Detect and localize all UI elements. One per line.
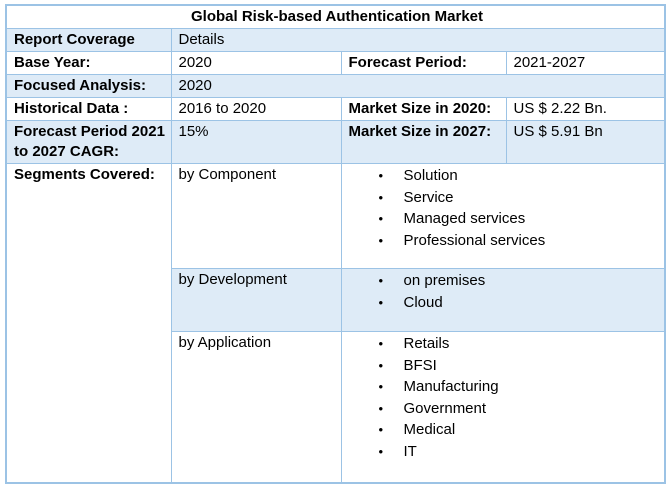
bullet-icon: • <box>378 189 384 205</box>
report-coverage-value: Details <box>170 28 666 52</box>
base-year-label: Base Year: <box>5 51 172 75</box>
segments-component-row: Segments Covered: by Component • Solution… <box>5 163 666 483</box>
report-coverage-table: Global Risk-based Authentication Market … <box>5 4 666 484</box>
bullet-icon: • <box>378 422 384 437</box>
list-item: • BFSI <box>379 355 661 377</box>
forecast-period-label: Forecast Period: <box>340 51 507 75</box>
bullet-icon: • <box>378 336 384 351</box>
report-coverage-label: Report Coverage <box>5 28 172 52</box>
segment-group-application: by Application <box>170 331 342 483</box>
list-item: • Medical <box>379 419 661 441</box>
segment-group-component: by Component <box>170 163 342 269</box>
list-item-label: on premises <box>403 272 486 289</box>
bullet-icon: • <box>378 211 384 226</box>
title-row: Global Risk-based Authentication Market <box>5 4 666 29</box>
bullet-icon: • <box>378 379 384 394</box>
bullet-icon: • <box>378 357 384 373</box>
list-item: • IT <box>379 441 661 463</box>
list-item-label: Government <box>403 399 487 417</box>
list-item: • Cloud <box>379 292 661 314</box>
list-item: • Managed services <box>379 208 661 230</box>
list-item: • on premises <box>379 270 661 292</box>
segments-application-row: by Application • Retails • BFSI • Manufactu… <box>6 331 666 483</box>
list-item-label: IT <box>403 442 417 460</box>
list-item-label: Professional services <box>403 231 546 249</box>
list-item: • Solution <box>379 165 661 187</box>
market-size-2020-value: US $ 2.22 Bn. <box>505 97 666 121</box>
cagr-row: Forecast Period 2021 to 2027 CAGR: 15% M… <box>5 120 666 164</box>
list-item: • Government <box>379 398 661 420</box>
bullet-icon: • <box>378 232 384 248</box>
bullet-icon: • <box>378 443 384 459</box>
focused-analysis-value: 2020 <box>170 74 666 98</box>
list-item-label: Managed services <box>403 210 526 227</box>
cagr-value: 15% <box>170 120 342 164</box>
base-year-row: Base Year: 2020 Forecast Period: 2021-20… <box>5 51 666 75</box>
segments-covered-label: Segments Covered: <box>5 163 172 483</box>
bullet-icon: • <box>378 168 384 183</box>
development-bullet-list: • on premises • Cloud <box>349 270 661 313</box>
historical-data-row: Historical Data : 2016 to 2020 Market Si… <box>5 97 666 121</box>
segment-group-development: by Development <box>170 268 342 332</box>
market-size-2027-value: US $ 5.91 Bn <box>505 120 666 164</box>
report-coverage-row: Report Coverage Details <box>5 28 666 52</box>
focused-analysis-label: Focused Analysis: <box>5 74 172 98</box>
market-size-2027-label: Market Size in 2027: <box>340 120 507 164</box>
cagr-label: Forecast Period 2021 to 2027 CAGR: <box>5 120 172 164</box>
list-item: • Retails <box>379 333 661 355</box>
list-item: • Service <box>379 187 661 209</box>
list-item-label: Cloud <box>403 293 443 311</box>
bullet-icon: • <box>378 273 384 288</box>
list-item-label: BFSI <box>403 356 437 374</box>
forecast-period-value: 2021-2027 <box>505 51 666 75</box>
segment-application-items: • Retails • BFSI • Manufacturing • Governmen… <box>340 331 666 483</box>
focused-analysis-row: Focused Analysis: 2020 <box>5 74 666 98</box>
list-item-label: Manufacturing <box>403 378 499 395</box>
historical-data-value: 2016 to 2020 <box>170 97 342 121</box>
list-item-label: Medical <box>403 421 456 438</box>
list-item: • Professional services <box>379 230 661 252</box>
list-item-label: Solution <box>403 167 458 184</box>
market-size-2020-label: Market Size in 2020: <box>340 97 507 121</box>
application-bullet-list: • Retails • BFSI • Manufacturing • Governmen… <box>349 333 661 462</box>
list-item-label: Retails <box>403 335 450 352</box>
segments-development-row: by Development • on premises • Cloud <box>6 268 666 332</box>
historical-data-label: Historical Data : <box>5 97 172 121</box>
segment-component-items: • Solution • Service • Managed services • Pr… <box>340 163 666 269</box>
list-item-label: Service <box>403 188 454 206</box>
base-year-value: 2020 <box>170 51 342 75</box>
segment-development-items: • on premises • Cloud <box>340 268 666 332</box>
component-bullet-list: • Solution • Service • Managed services • Pr… <box>349 165 661 251</box>
bullet-icon: • <box>378 294 384 310</box>
list-item: • Manufacturing <box>379 376 661 398</box>
table-title: Global Risk-based Authentication Market <box>5 4 666 29</box>
bullet-icon: • <box>378 400 384 416</box>
